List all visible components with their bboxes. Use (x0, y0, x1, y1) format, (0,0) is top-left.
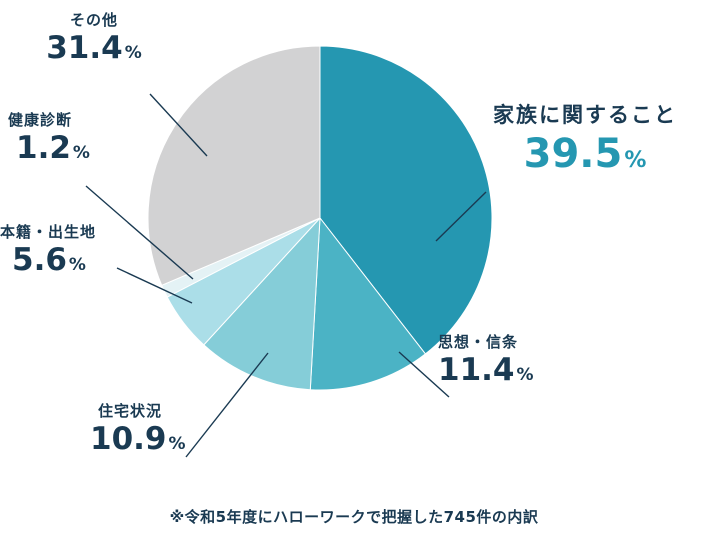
label-family: 家族に関すること 39.5% (478, 103, 692, 177)
label-domicile: 本籍・出生地 5.6% (0, 223, 130, 279)
leader-line-shisou (398, 351, 450, 398)
pie-slice-1 (309, 216, 427, 391)
label-other: その他 31.4% (28, 11, 160, 67)
label-health-check-name: 健康診断 (8, 111, 73, 129)
pie-slice-0 (319, 45, 493, 355)
label-housing-value: 10.9% (90, 421, 186, 458)
label-housing: 住宅状況 10.9% (90, 402, 210, 458)
label-health-check-value: 1.2% (16, 130, 90, 167)
leader-lines-group (85, 93, 487, 458)
label-domicile-value: 5.6% (12, 242, 86, 279)
chart-footnote: ※令和5年度にハローワークで把握した745件の内訳 (169, 508, 539, 526)
label-housing-name: 住宅状況 (98, 402, 163, 420)
pie-slice-2 (203, 216, 321, 391)
label-family-name: 家族に関すること (493, 103, 677, 127)
label-other-value: 31.4% (46, 30, 142, 67)
label-beliefs-name: 思想・信条 (438, 333, 519, 351)
leader-line-juutaku (185, 352, 269, 458)
leader-line-kenkou (85, 185, 194, 280)
pie-slices-group (147, 45, 493, 391)
label-domicile-name: 本籍・出生地 (0, 223, 97, 241)
leader-line-kazoku (435, 191, 487, 242)
label-health-check: 健康診断 1.2% (8, 111, 128, 167)
leader-line-honseki (116, 267, 193, 304)
leader-line-sonota (149, 93, 208, 157)
label-family-value: 39.5% (523, 131, 647, 178)
label-other-name: その他 (69, 11, 118, 29)
label-beliefs-value: 11.4% (438, 352, 534, 389)
label-beliefs: 思想・信条 11.4% (438, 333, 578, 389)
